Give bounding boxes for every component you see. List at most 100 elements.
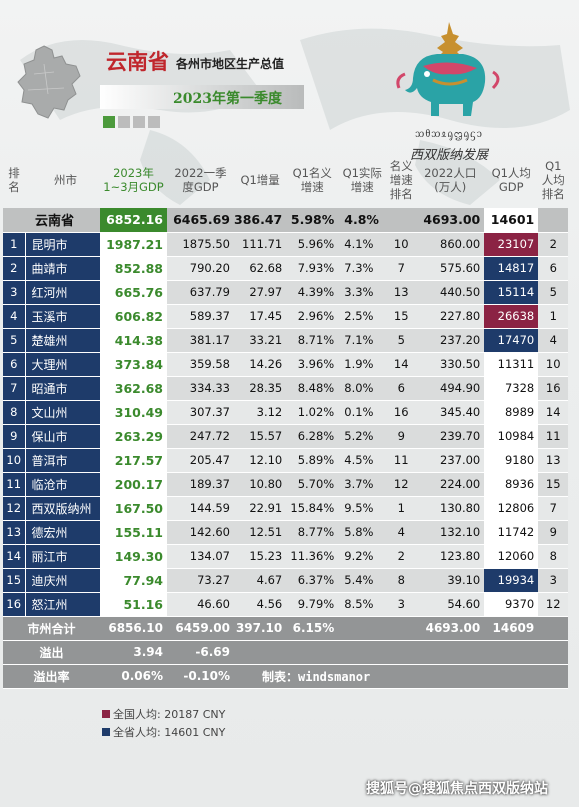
cell-nrank: 9	[386, 424, 417, 449]
cell-rank: 2	[3, 256, 26, 281]
gdp-table: 排名 州市 2023年 1~3月GDP 2022一季 度GDP Q1增量 Q1名义增…	[3, 152, 569, 689]
cell-nom: 11.36%	[286, 544, 339, 569]
cell-nrank: 8	[386, 568, 417, 593]
cell-pop: 123.80	[416, 544, 485, 569]
page-indicator	[103, 113, 163, 132]
total-percapita: 14609	[484, 616, 539, 641]
logo-chinese-text: 西双版纳发展	[409, 148, 488, 163]
overflow-rate-gdp: 0.06%	[100, 664, 167, 689]
cell-pop: 224.00	[416, 472, 485, 497]
total-row: 市州合计 6856.10 6459.00 397.10 6.15% 4693.0…	[3, 616, 569, 641]
province-nominal-rank	[386, 208, 417, 233]
cell-name: 丽江市	[25, 544, 100, 569]
cell-nrank: 6	[386, 376, 417, 401]
total-label: 市州合计	[3, 616, 100, 641]
cell-gdp22: 205.47	[167, 448, 234, 473]
cell-pcr: 7	[538, 496, 569, 521]
cell-nom: 5.89%	[286, 448, 339, 473]
cell-name: 玉溪市	[25, 304, 100, 329]
table-row: 9 保山市 263.29 247.72 15.57 6.28% 5.2% 9 239.70 109…	[3, 424, 569, 449]
cell-pop: 494.90	[416, 376, 485, 401]
cell-name: 昭通市	[25, 376, 100, 401]
province-nominal: 5.98%	[286, 208, 339, 233]
cell-gdp22: 589.37	[167, 304, 234, 329]
cell-gdp22: 334.33	[167, 376, 234, 401]
cell-pcr: 3	[538, 568, 569, 593]
cell-nom: 5.70%	[286, 472, 339, 497]
cell-gdp: 263.29	[100, 424, 167, 449]
col-percapita-rank-header: Q1 人均 排名	[541, 159, 565, 201]
overflow-rate-row: 溢出率 0.06% -0.10% 制表：windsmanor	[3, 664, 569, 689]
cell-pc: 23107	[484, 232, 539, 257]
cell-pop: 130.80	[416, 496, 485, 521]
cell-nom: 3.96%	[286, 352, 339, 377]
col-rank-header: 排名	[8, 166, 20, 194]
cell-pop: 237.20	[416, 328, 485, 353]
cell-pcr: 11	[538, 424, 569, 449]
cell-name: 西双版纳州	[25, 496, 100, 521]
table-row: 7 昭通市 362.68 334.33 28.35 8.48% 8.0% 6 494.90 732…	[3, 376, 569, 401]
cell-rank: 11	[3, 472, 26, 497]
cell-pop: 237.00	[416, 448, 485, 473]
table-row: 12 西双版纳州 167.50 144.59 22.91 15.84% 9.5% 1 130.8…	[3, 496, 569, 521]
cell-pcr: 10	[538, 352, 569, 377]
cell-nrank: 16	[386, 400, 417, 425]
cell-real: 5.8%	[338, 520, 387, 545]
cell-nrank: 1	[386, 496, 417, 521]
table-row: 8 文山州 310.49 307.37 3.12 1.02% 0.1% 16 345.40 898…	[3, 400, 569, 425]
legend-provincial: 全省人均: 14601 CNY	[102, 724, 225, 742]
period-bar	[100, 85, 304, 109]
cell-inc: 15.57	[234, 424, 287, 449]
cell-real: 2.5%	[338, 304, 387, 329]
cell-rank: 7	[3, 376, 26, 401]
cell-inc: 17.45	[234, 304, 287, 329]
cell-nom: 8.71%	[286, 328, 339, 353]
cell-real: 9.5%	[338, 496, 387, 521]
cell-real: 5.2%	[338, 424, 387, 449]
cell-pc: 9370	[484, 592, 539, 617]
province-name: 云南省	[3, 208, 100, 233]
col-population-header: 2022人口 (万人)	[424, 166, 477, 194]
page-subtitle: 各州市地区生产总值	[176, 57, 285, 71]
cell-real: 8.5%	[338, 592, 387, 617]
legend-national-swatch	[102, 710, 110, 718]
cell-gdp: 373.84	[100, 352, 167, 377]
cell-nrank: 5	[386, 328, 417, 353]
cell-inc: 3.12	[234, 400, 287, 425]
table-header-row: 排名 州市 2023年 1~3月GDP 2022一季 度GDP Q1增量 Q1名义增…	[3, 152, 568, 208]
cell-nrank: 3	[386, 592, 417, 617]
cell-rank: 8	[3, 400, 26, 425]
cell-pc: 17470	[484, 328, 539, 353]
cell-gdp: 77.94	[100, 568, 167, 593]
table-credit: 制表：windsmanor	[234, 664, 569, 689]
cell-nom: 6.28%	[286, 424, 339, 449]
cell-gdp22: 307.37	[167, 400, 234, 425]
cell-inc: 4.56	[234, 592, 287, 617]
province-gdp: 6852.16	[100, 208, 167, 233]
cell-rank: 10	[3, 448, 26, 473]
cell-rank: 6	[3, 352, 26, 377]
cell-name: 保山市	[25, 424, 100, 449]
cell-pop: 239.70	[416, 424, 485, 449]
cell-inc: 10.80	[234, 472, 287, 497]
cell-name: 文山州	[25, 400, 100, 425]
cell-rank: 4	[3, 304, 26, 329]
legend-provincial-swatch	[102, 728, 110, 736]
cell-rank: 5	[3, 328, 26, 353]
table-row: 15 迪庆州 77.94 73.27 4.67 6.37% 5.4% 8 39.10 19934 3	[3, 568, 569, 593]
cell-real: 3.7%	[338, 472, 387, 497]
cell-gdp: 414.38	[100, 328, 167, 353]
table-row: 3 红河州 665.76 637.79 27.97 4.39% 3.3% 13 440.50 15…	[3, 280, 569, 305]
cell-real: 7.1%	[338, 328, 387, 353]
cell-gdp22: 73.27	[167, 568, 234, 593]
overflow-row: 溢出 3.94 -6.69	[3, 640, 569, 665]
cell-pop: 440.50	[416, 280, 485, 305]
table-row: 14 丽江市 149.30 134.07 15.23 11.36% 9.2% 2 123.80 1…	[3, 544, 569, 569]
legend: 全国人均: 20187 CNY 全省人均: 14601 CNY	[102, 706, 225, 742]
cell-real: 3.3%	[338, 280, 387, 305]
cell-inc: 15.23	[234, 544, 287, 569]
province-percapita-rank	[538, 208, 569, 233]
cell-pcr: 8	[538, 544, 569, 569]
table-row: 2 曲靖市 852.88 790.20 62.68 7.93% 7.3% 7 575.60 148…	[3, 256, 569, 281]
cell-gdp22: 46.60	[167, 592, 234, 617]
